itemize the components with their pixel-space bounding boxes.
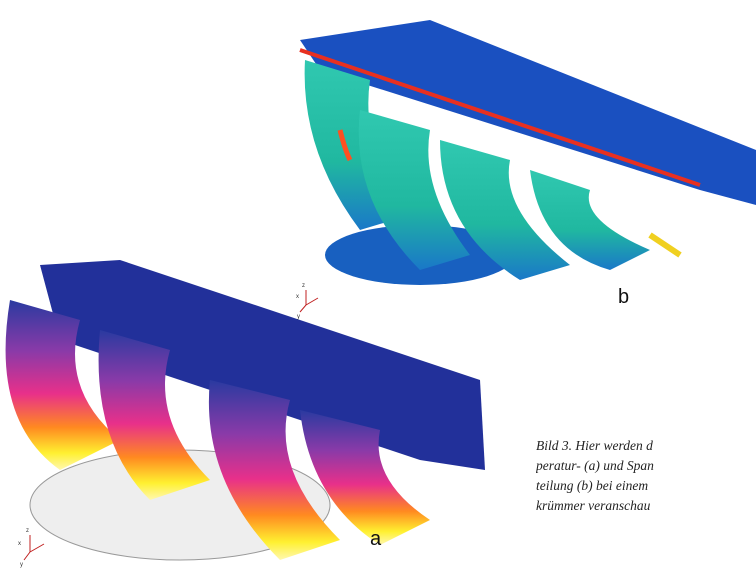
triad-label: z: [26, 528, 29, 534]
caption-line: teilung (b) bei einem: [536, 476, 756, 496]
triad-label: x: [296, 294, 299, 300]
page: z x y z x y a b Bild 3. Hier werden d pe…: [0, 0, 756, 568]
triad-label: z: [302, 283, 305, 289]
label-b: b: [618, 286, 629, 308]
triad-a: [24, 535, 44, 560]
triad-label: x: [18, 541, 21, 547]
manifold-b: [300, 20, 756, 285]
caption: Bild 3. Hier werden d peratur- (a) und S…: [536, 436, 756, 516]
triad-label: y: [20, 562, 23, 568]
caption-line: peratur- (a) und Span: [536, 456, 756, 476]
manifold-a: [6, 260, 485, 560]
label-a: a: [370, 528, 382, 550]
caption-line: krümmer veranschau: [536, 496, 756, 516]
triad-b: [300, 290, 318, 312]
triad-label: y: [297, 314, 300, 320]
caption-line: Bild 3. Hier werden d: [536, 436, 756, 456]
